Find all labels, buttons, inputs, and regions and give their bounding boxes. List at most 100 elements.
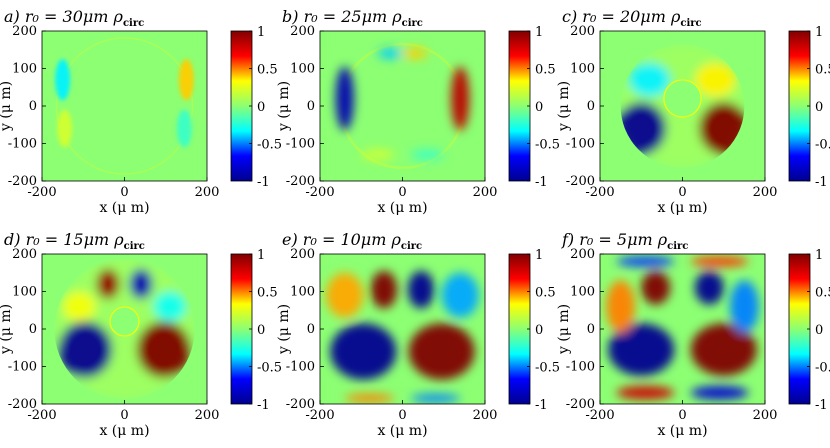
heatmap-feature bbox=[408, 323, 475, 380]
x-tick-label: -200 bbox=[305, 408, 334, 423]
heatmap-feature bbox=[690, 256, 749, 267]
heatmap-feature bbox=[335, 66, 354, 131]
y-tick-label: 100 bbox=[570, 285, 595, 300]
heatmap-feature bbox=[129, 269, 153, 299]
y-tick-label: -200 bbox=[8, 174, 37, 189]
heatmap-feature bbox=[62, 291, 96, 322]
y-tick-label: -100 bbox=[566, 137, 595, 152]
colorbar-tick-label: 0.5 bbox=[535, 63, 556, 78]
panel-title: e) r₀ = 10μm ρcirc bbox=[282, 230, 422, 252]
x-axis-label: x (μ m) bbox=[657, 423, 707, 439]
colorbar: 1 0.5 0 -0.5 -1 bbox=[508, 25, 560, 190]
heatmap-blobs bbox=[55, 59, 194, 148]
heatmap-feature bbox=[57, 109, 73, 148]
x-tick-label: 0 bbox=[120, 185, 128, 200]
colorbar-tick-label: -0.5 bbox=[257, 138, 282, 153]
heatmap-feature bbox=[407, 270, 435, 309]
colorbar-tick-label: 0 bbox=[535, 100, 543, 115]
heatmap-feature bbox=[153, 291, 187, 322]
heatmap-feature bbox=[694, 62, 737, 97]
heatmap-blobs bbox=[326, 270, 479, 403]
heatmap-feature bbox=[370, 270, 398, 309]
panel-c: -200 0 200 200 100 0 -100 -200 x (μ m) y (μ m) c) … bbox=[556, 7, 830, 216]
y-tick-label: 0 bbox=[587, 99, 595, 114]
colorbar-tick-label: 1 bbox=[815, 25, 823, 40]
panel-d: -200 0 200 200 100 0 -100 -200 x (μ m) y (μ m) d) … bbox=[0, 230, 282, 439]
x-tick-label: 200 bbox=[753, 408, 778, 423]
y-axis-label: y (μ m) bbox=[276, 81, 292, 132]
colorbar-tick-label: 0.5 bbox=[535, 286, 556, 301]
heatmap-feature bbox=[96, 269, 120, 299]
heatmap-background bbox=[42, 31, 207, 181]
panel-title: b) r₀ = 25μm ρcirc bbox=[282, 7, 423, 29]
heatmap-blobs bbox=[335, 48, 470, 160]
x-tick-label: 200 bbox=[195, 185, 220, 200]
annulus-mask bbox=[600, 31, 765, 181]
heatmap-feature bbox=[441, 272, 479, 318]
x-axis-label: x (μ m) bbox=[657, 200, 707, 216]
y-tick-label: -100 bbox=[8, 137, 37, 152]
colorbar-tick-label: -1 bbox=[535, 175, 548, 190]
colorbar: 1 0.5 0 -0.5 -1 bbox=[230, 248, 282, 413]
heatmap-field bbox=[335, 42, 470, 170]
x-tick-label: 200 bbox=[473, 408, 498, 423]
heatmap-feature bbox=[410, 393, 461, 403]
colorbar-tick-label: 0 bbox=[535, 323, 543, 338]
panel-title: a) r₀ = 30μm ρcirc bbox=[4, 7, 144, 29]
y-tick-label: 200 bbox=[12, 24, 37, 39]
x-axis-label: x (μ m) bbox=[377, 200, 427, 216]
panel-a: -200 0 200 200 100 0 -100 -200 x (μ m) y (μ m) a) … bbox=[0, 7, 282, 216]
x-tick-label: -200 bbox=[305, 185, 334, 200]
y-tick-label: 200 bbox=[12, 247, 37, 262]
central-hole bbox=[109, 306, 140, 337]
heatmap-feature bbox=[377, 48, 403, 59]
heatmap-feature bbox=[690, 386, 749, 400]
x-tick-label: 0 bbox=[678, 408, 686, 423]
colorbar-gradient bbox=[230, 253, 253, 405]
heatmap-field bbox=[326, 270, 479, 403]
colorbar-tick-label: 0.5 bbox=[815, 63, 830, 78]
colorbar-gradient bbox=[788, 30, 811, 182]
colorbar-tick-label: 1 bbox=[535, 248, 543, 263]
colorbar-tick-label: -0.5 bbox=[815, 138, 830, 153]
heatmap-feature bbox=[616, 386, 675, 400]
heatmap-feature bbox=[136, 321, 191, 378]
panel-title: f) r₀ = 5μm ρcirc bbox=[561, 230, 688, 252]
y-tick-label: 0 bbox=[29, 322, 37, 337]
colorbar-tick-label: -1 bbox=[815, 398, 828, 413]
heatmap-feature bbox=[178, 59, 194, 101]
x-tick-label: 200 bbox=[195, 408, 220, 423]
y-tick-label: 0 bbox=[307, 322, 315, 337]
heatmap-feature bbox=[729, 280, 759, 333]
y-tick-label: -100 bbox=[286, 360, 315, 375]
heatmap-field bbox=[55, 37, 194, 175]
heatmap-feature bbox=[616, 256, 675, 267]
y-axis-label: y (μ m) bbox=[0, 81, 14, 132]
ring-outline bbox=[55, 37, 194, 175]
outside-region bbox=[600, 31, 765, 181]
x-tick-label: 0 bbox=[678, 185, 686, 200]
colorbar: 1 0.5 0 -0.5 -1 bbox=[230, 25, 282, 190]
y-tick-label: 200 bbox=[570, 247, 595, 262]
y-tick-label: 200 bbox=[290, 247, 315, 262]
colorbar-tick-label: -0.5 bbox=[815, 361, 830, 376]
heatmap-feature bbox=[402, 48, 428, 59]
heatmap-blobs bbox=[606, 256, 759, 400]
y-tick-label: -200 bbox=[286, 397, 315, 412]
y-axis-label: y (μ m) bbox=[0, 304, 14, 355]
y-tick-label: 100 bbox=[290, 285, 315, 300]
heatmap-feature bbox=[410, 149, 444, 160]
y-tick-label: 0 bbox=[29, 99, 37, 114]
heatmap-feature bbox=[690, 323, 757, 376]
y-tick-label: 0 bbox=[307, 99, 315, 114]
colorbar-tick-label: -1 bbox=[257, 398, 270, 413]
x-tick-label: 0 bbox=[398, 408, 406, 423]
x-tick-label: 0 bbox=[120, 408, 128, 423]
y-tick-label: -200 bbox=[566, 174, 595, 189]
y-tick-label: 100 bbox=[12, 62, 37, 77]
y-tick-label: -100 bbox=[566, 360, 595, 375]
heatmap-feature bbox=[58, 321, 113, 378]
y-tick-label: -200 bbox=[8, 397, 37, 412]
x-tick-label: 200 bbox=[473, 185, 498, 200]
colorbar-tick-label: -1 bbox=[257, 175, 270, 190]
